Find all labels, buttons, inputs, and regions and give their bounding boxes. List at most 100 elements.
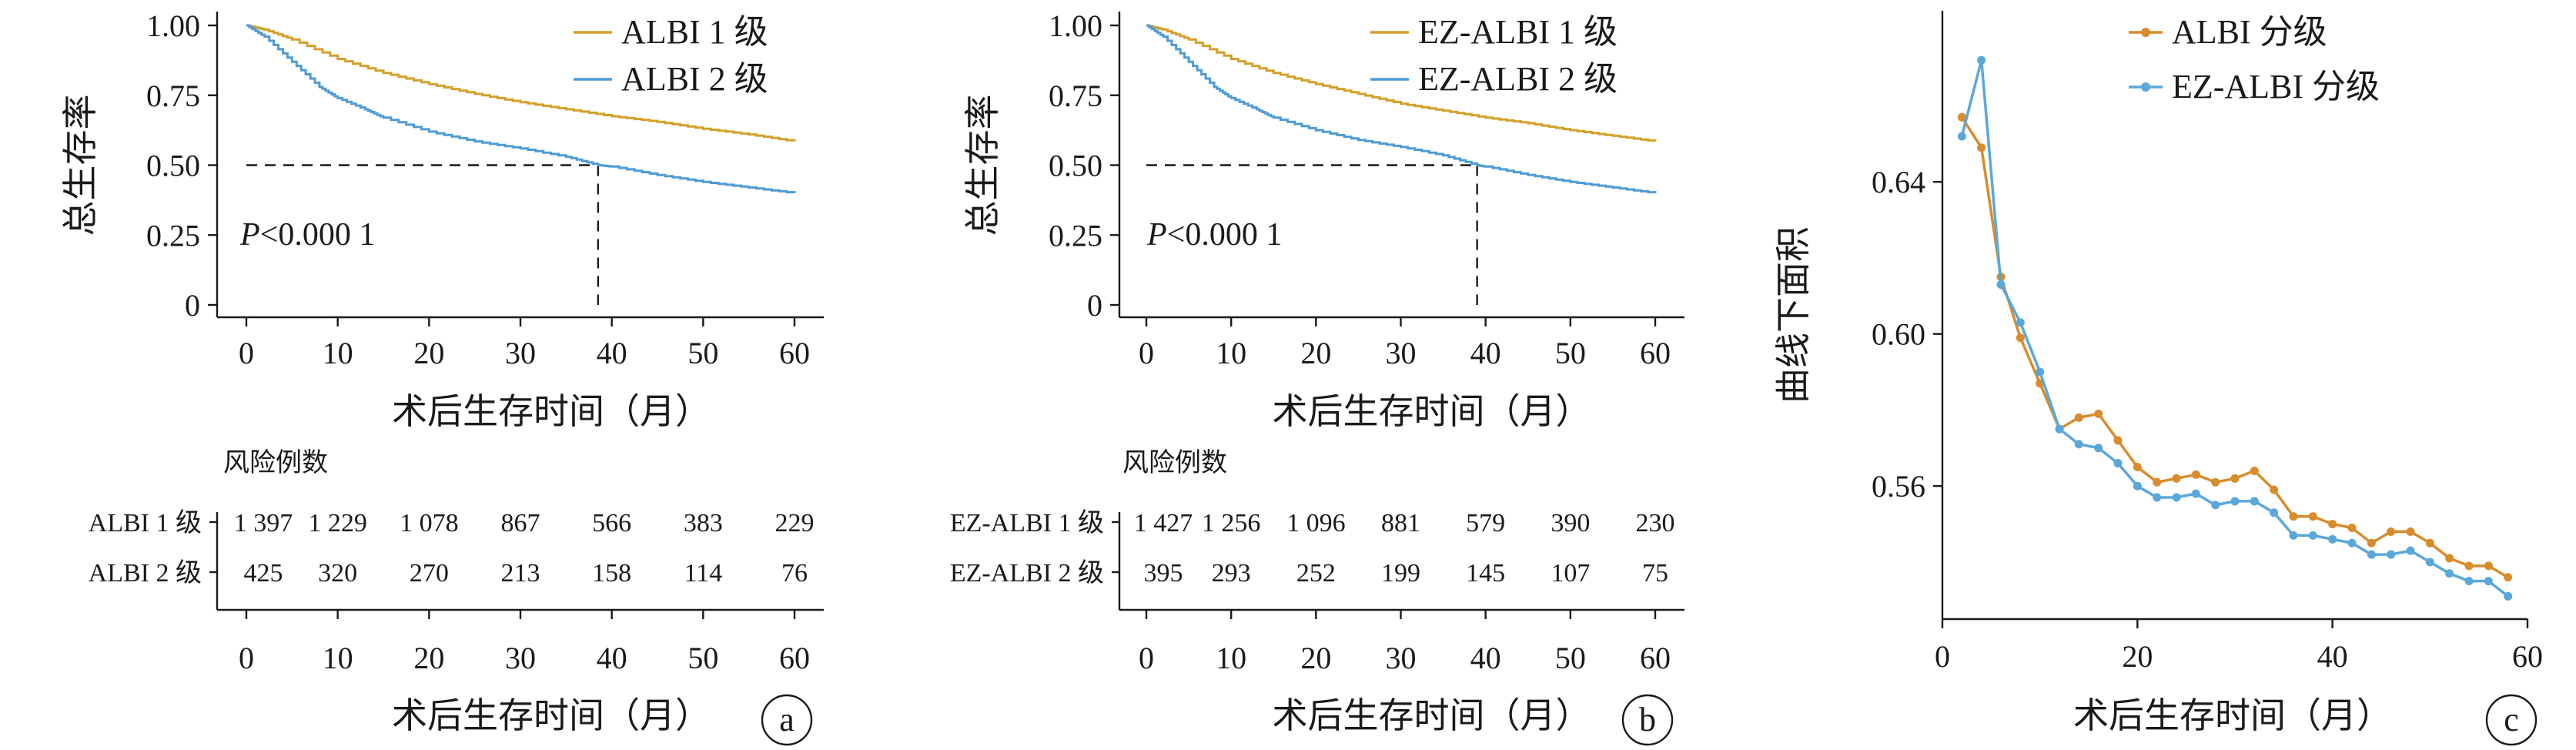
data-point: [2426, 557, 2434, 566]
data-point: [2309, 512, 2317, 521]
data-point: [2407, 547, 2415, 555]
risk-x-tick-label: 10: [323, 641, 353, 675]
data-point: [2173, 474, 2181, 483]
risk-count: 881: [1381, 509, 1420, 537]
risk-x-tick-label: 0: [239, 641, 254, 675]
data-point: [2056, 425, 2064, 434]
y-tick-label: 0: [1087, 288, 1102, 323]
legend-label: EZ-ALBI 1 级: [1418, 13, 1618, 51]
x-axis-label: 术后生存时间（月）: [1273, 392, 1591, 431]
data-point: [2075, 414, 2083, 422]
data-point: [2484, 577, 2493, 585]
y-tick-label: 1.00: [146, 8, 200, 43]
risk-count: 252: [1296, 559, 1336, 588]
risk-count: 114: [684, 559, 722, 588]
data-point: [2173, 494, 2181, 502]
y-axis-label: 总生存率: [963, 95, 1002, 236]
x-tick-label: 40: [597, 336, 627, 370]
km-panel-b: 00.250.500.751.000 10 20 30 40 50 60术后生存时间（月）总…: [950, 8, 1684, 745]
risk-x-tick-label: 60: [1640, 641, 1671, 675]
risk-x-tick-label: 60: [779, 641, 810, 675]
data-point: [2290, 531, 2298, 540]
data-point: [2465, 577, 2474, 585]
risk-x-tick-label: 40: [597, 641, 627, 675]
legend-label: ALBI 分级: [2172, 13, 2327, 51]
risk-count: 76: [781, 559, 808, 588]
data-point: [1958, 132, 1966, 140]
risk-count: 229: [775, 509, 815, 537]
data-point: [2504, 592, 2512, 601]
data-point: [2114, 436, 2123, 444]
x-tick-label: 20: [413, 336, 444, 370]
legend-marker: [2141, 28, 2150, 37]
data-point: [2290, 512, 2298, 521]
y-tick-label: 0.60: [1872, 317, 1925, 352]
risk-count: 1 256: [1202, 509, 1261, 537]
risk-count: 320: [318, 559, 357, 588]
data-point: [2484, 561, 2493, 570]
data-point: [2133, 463, 2142, 471]
legend-marker: [2141, 82, 2150, 92]
data-point: [2133, 482, 2142, 491]
risk-x-tick-label: 40: [1470, 641, 1501, 675]
x-tick-label: 20: [1300, 336, 1331, 370]
risk-x-tick-label: 50: [687, 641, 718, 675]
data-point: [2367, 551, 2376, 559]
risk-count: 1 427: [1134, 509, 1193, 537]
risk-x-tick-label: 10: [1216, 641, 1246, 675]
data-point: [2075, 440, 2083, 448]
panel-badge-label: b: [1639, 701, 1656, 738]
data-point: [2367, 539, 2376, 547]
panel-badge-label: c: [2504, 701, 2519, 738]
data-point: [2153, 494, 2161, 502]
series-line-1: [1962, 117, 2507, 577]
p-value-annotation: P<0.000 1: [1146, 217, 1282, 253]
data-point: [2211, 501, 2220, 509]
x-tick-label: 30: [1386, 336, 1417, 370]
risk-x-tick-label: 50: [1555, 641, 1586, 675]
series-line-2: [1962, 60, 2507, 596]
y-tick-label: 1.00: [1049, 8, 1102, 43]
data-point: [2270, 486, 2278, 494]
data-point: [2387, 551, 2395, 559]
data-point: [2465, 561, 2474, 570]
risk-x-axis-label: 术后生存时间（月）: [1273, 696, 1591, 735]
y-tick-label: 0.50: [1049, 149, 1102, 183]
risk-table-title: 风险例数: [1122, 448, 1227, 477]
legend-label: ALBI 1 级: [621, 13, 768, 51]
data-point: [2153, 478, 2161, 487]
risk-x-tick-label: 30: [1386, 641, 1417, 675]
x-tick-label: 50: [1555, 336, 1586, 370]
data-point: [2211, 478, 2220, 487]
data-point: [2250, 497, 2259, 505]
x-axis-label: 术后生存时间（月）: [392, 392, 711, 431]
data-point: [2504, 573, 2512, 581]
x-tick-label: 60: [2512, 639, 2543, 674]
x-tick-label: 0: [1935, 639, 1950, 674]
data-point: [2250, 467, 2259, 475]
y-axis-label: 曲线下面积: [1774, 226, 1813, 403]
risk-count: 75: [1642, 559, 1668, 588]
data-point: [2094, 444, 2103, 452]
x-tick-label: 60: [1640, 336, 1671, 370]
risk-count: 158: [592, 559, 631, 588]
data-point: [2407, 527, 2415, 536]
data-point: [2348, 524, 2357, 532]
data-point: [2231, 474, 2240, 483]
risk-count: 199: [1381, 559, 1420, 588]
risk-count: 425: [244, 559, 283, 588]
risk-count: 107: [1551, 559, 1590, 588]
y-tick-label: 0.64: [1872, 165, 1925, 199]
x-tick-label: 20: [2122, 639, 2153, 674]
km-panel-a: 0 0.25 0.50 0.75 1.00 0 10 20 30 40 50 60 术后生存时间（月） 总…: [61, 8, 824, 745]
risk-x-tick-label: 30: [505, 641, 536, 675]
x-tick-label: 30: [505, 336, 536, 370]
risk-count: 1 229: [308, 509, 367, 537]
risk-count: 579: [1466, 509, 1505, 537]
risk-row-label: EZ-ALBI 2 级: [950, 558, 1104, 588]
figure: 00.250.500.751.000 10 20 30 40 50 60术后生存时间（月）总…: [0, 0, 2576, 750]
data-point: [2270, 508, 2278, 517]
data-point: [2094, 410, 2103, 418]
data-point: [2231, 497, 2240, 505]
x-tick-label: 40: [2317, 639, 2348, 674]
